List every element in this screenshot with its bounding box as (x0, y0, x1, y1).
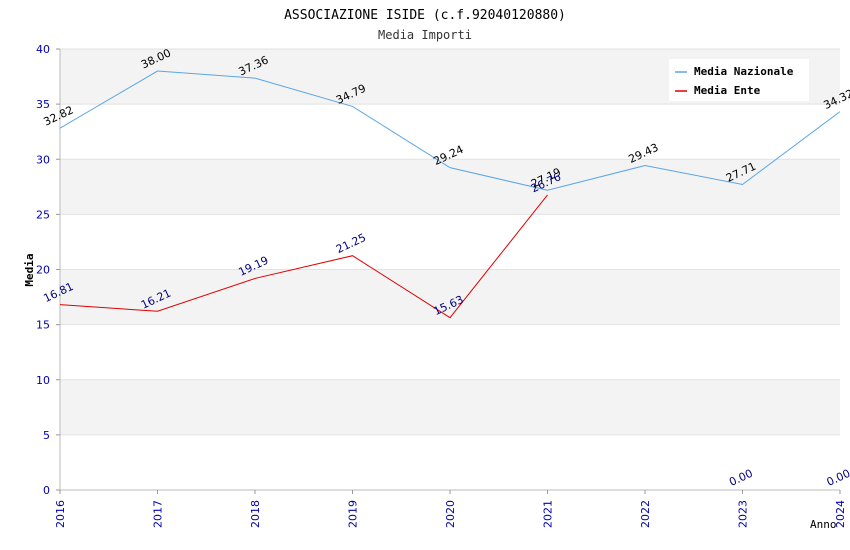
y-tick-label: 35 (36, 98, 50, 111)
y-tick-label: 40 (36, 43, 50, 56)
grid-band (60, 379, 840, 435)
y-axis-ticks: 0 5 10 15 20 25 30 35 40 (36, 43, 60, 497)
legend: Media Nazionale Media Ente (669, 59, 809, 101)
grid-band (60, 269, 840, 325)
legend-entry-nazionale: Media Nazionale (694, 65, 794, 78)
x-axis-ticks: 2016 2017 2018 2019 2020 2021 2022 2023 2024 (54, 490, 847, 528)
data-label: 0.00 (825, 467, 850, 489)
legend-box (669, 59, 809, 101)
x-tick-label: 2020 (444, 500, 457, 528)
data-label: 0.00 (727, 467, 755, 489)
data-label: 21.25 (334, 231, 368, 256)
x-tick-label: 2024 (834, 500, 847, 528)
x-tick-label: 2017 (152, 500, 165, 528)
x-tick-label: 2021 (542, 500, 555, 528)
y-tick-label: 30 (36, 153, 50, 166)
chart-title: ASSOCIAZIONE ISIDE (c.f.92040120880) (284, 8, 566, 23)
background-bands (60, 49, 840, 435)
legend-entry-ente: Media Ente (694, 84, 761, 97)
x-tick-label: 2019 (347, 500, 360, 528)
x-tick-label: 2016 (54, 500, 67, 528)
y-tick-label: 20 (36, 264, 50, 277)
series-lines (59, 70, 841, 319)
y-axis-label: Media (23, 253, 36, 286)
y-tick-label: 25 (36, 208, 50, 221)
y-tick-label: 10 (36, 374, 50, 387)
y-tick-label: 15 (36, 319, 50, 332)
series-line-nazionale (59, 70, 841, 191)
x-tick-label: 2022 (639, 500, 652, 528)
x-tick-label: 2023 (737, 500, 750, 528)
series-line-ente (59, 194, 548, 319)
chart-subtitle: Media Importi (378, 28, 472, 42)
y-tick-label: 0 (43, 484, 50, 497)
x-tick-label: 2018 (249, 500, 262, 528)
x-axis-label: Anno (810, 518, 837, 531)
y-tick-label: 5 (43, 429, 50, 442)
grid-band (60, 159, 840, 215)
